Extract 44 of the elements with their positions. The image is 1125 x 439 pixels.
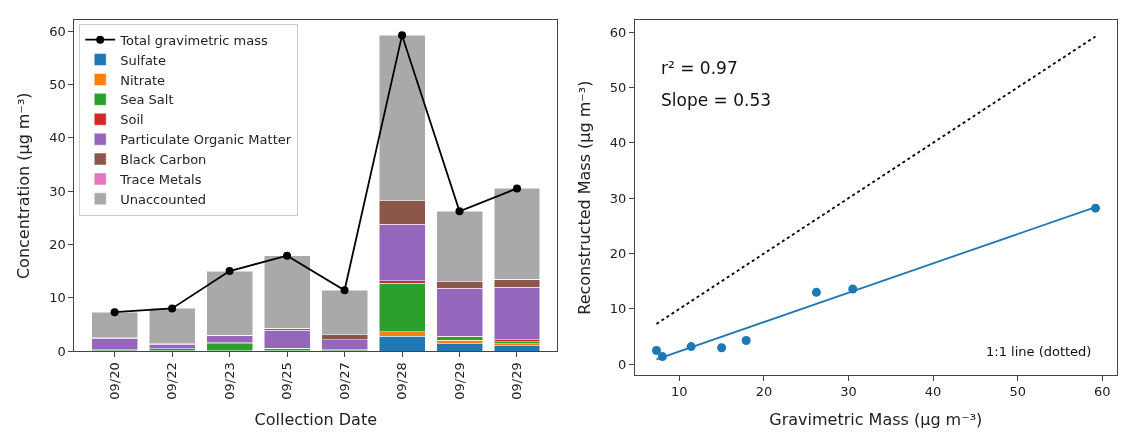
x-axis-title: Collection Date [254, 410, 378, 430]
annotation: r² = 0.97 [661, 58, 738, 78]
x-tick-label: 20 [755, 384, 773, 400]
y-tick-label: 0 [618, 356, 627, 372]
legend-label: Nitrate [120, 72, 166, 88]
x-tick-label: 09/29 [509, 362, 525, 400]
y-tick-label: 60 [609, 24, 627, 40]
x-tick-label: 40 [924, 384, 942, 400]
y-tick-label: 30 [49, 183, 66, 199]
x-tick-label: 09/27 [336, 362, 352, 400]
y-tick-label: 10 [609, 301, 627, 317]
y-tick-label: 0 [57, 343, 66, 359]
y-tick-label: 40 [609, 135, 627, 151]
y-tick-label: 60 [49, 23, 66, 39]
y-tick-label: 30 [609, 190, 627, 206]
legend-label: Black Carbon [120, 152, 207, 168]
annotation: 1:1 line (dotted) [986, 344, 1092, 359]
legend-label: Particulate Organic Matter [120, 132, 292, 148]
x-tick-label: 30 [840, 384, 857, 400]
y-tick-label: 20 [609, 246, 627, 262]
x-tick-label: 09/29 [451, 362, 467, 400]
annotation: Slope = 0.53 [661, 90, 772, 110]
x-axis-title: Gravimetric Mass (μg m⁻³) [769, 410, 983, 430]
legend-label: Soil [120, 112, 144, 128]
x-tick-label: 50 [1009, 384, 1026, 400]
x-tick-label: 10 [671, 384, 688, 400]
x-tick-label: 09/20 [106, 362, 122, 400]
legend-label: Unaccounted [120, 191, 207, 207]
y-tick-label: 50 [609, 79, 627, 95]
x-tick-label: 09/25 [279, 362, 295, 400]
legend-label: Sulfate [120, 52, 166, 68]
legend-label: Trace Metals [119, 172, 202, 188]
y-tick-label: 50 [49, 76, 66, 92]
x-tick-label: 09/22 [164, 362, 180, 400]
x-tick-label: 09/23 [221, 362, 237, 400]
y-axis-title: Concentration (μg m⁻³) [14, 92, 34, 280]
legend-label: Total gravimetric mass [119, 32, 268, 48]
y-tick-label: 40 [49, 130, 66, 146]
y-tick-label: 10 [49, 290, 66, 306]
y-tick-label: 20 [49, 236, 66, 252]
x-tick-label: 09/28 [394, 362, 410, 400]
y-axis-title: Reconstructed Mass (μg m⁻³) [574, 80, 594, 315]
x-tick-label: 60 [1094, 384, 1111, 400]
legend-label: Sea Salt [120, 92, 174, 108]
